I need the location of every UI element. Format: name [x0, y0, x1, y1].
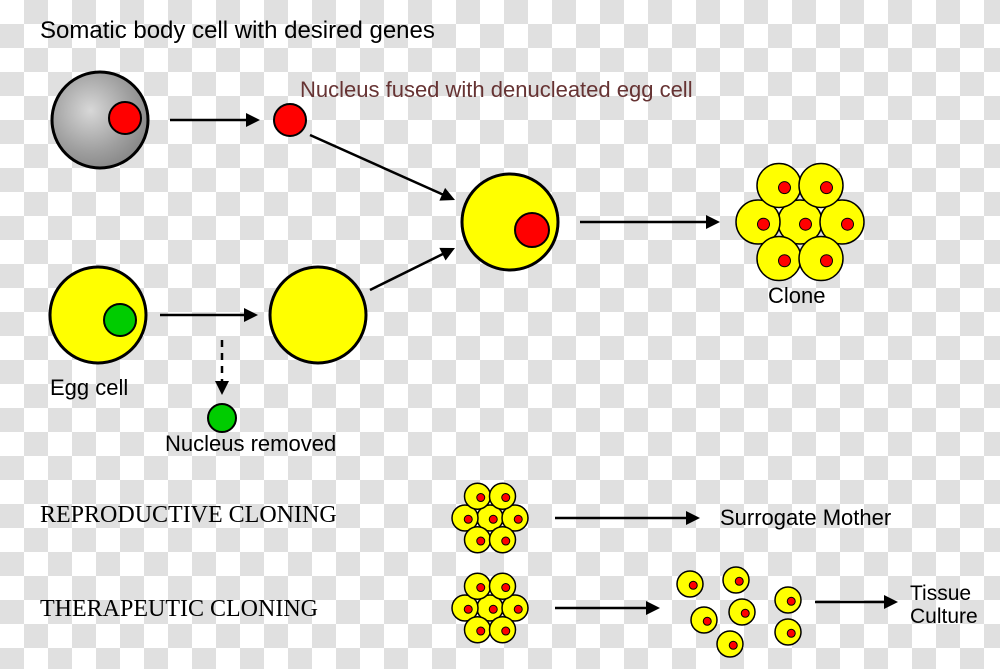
arrow-scatter-to-tissue: [815, 595, 898, 609]
label-title: Somatic body cell with desired genes: [40, 18, 435, 44]
label-surrogate: Surrogate Mother: [720, 506, 891, 530]
arrow-thera-to-scatter: [555, 601, 660, 615]
label-therapeutic: THERAPEUTIC CLONING: [40, 596, 318, 622]
label-reproductive: REPRODUCTIVE CLONING: [40, 502, 337, 528]
fused-nucleus: [515, 213, 549, 247]
label-fused: Nucleus fused with denucleated egg cell: [300, 78, 693, 102]
label-clone: Clone: [768, 284, 825, 308]
somatic-nucleus: [109, 102, 141, 134]
arrow-egg-to-green: [215, 340, 229, 395]
denucleated-egg: [270, 267, 366, 363]
arrow-nuc-to-fused: [310, 135, 455, 201]
clone-cluster: [736, 163, 864, 280]
arrow-repro-to-surr: [555, 511, 700, 525]
arrow-fused-to-clone: [580, 215, 720, 229]
arrow-denuc-to-fused: [370, 248, 455, 290]
scattered-cells: [677, 567, 801, 657]
label-egg: Egg cell: [50, 376, 128, 400]
free-red-nucleus: [274, 104, 306, 136]
arrow-som-to-nuc: [170, 113, 260, 127]
reproductive-cluster: [452, 483, 528, 553]
removed-green-nucleus: [208, 404, 236, 432]
label-tissue: Tissue Culture: [910, 582, 978, 628]
egg-nucleus: [104, 304, 136, 336]
label-nucleus-removed: Nucleus removed: [165, 432, 336, 456]
therapeutic-cluster: [452, 573, 528, 643]
arrow-egg-to-denuc: [160, 308, 258, 322]
